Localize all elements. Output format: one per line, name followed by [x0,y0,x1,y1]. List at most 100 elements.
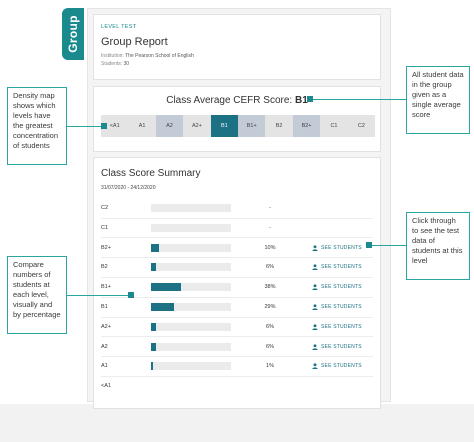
see-students-link[interactable]: SEE STUDENTS [312,302,362,312]
table-row: C1 - [101,220,373,236]
page-title: Group Report [101,36,168,48]
class-average-score: Class Average CEFR Score: B1 [94,95,380,106]
density-cell: B2 [265,115,293,137]
row-level-label: A2+ [101,323,111,330]
average-marker [307,96,313,102]
see-students-label: SEE STUDENTS [321,323,362,330]
row-level-label: A2 [101,343,108,350]
person-icon [312,343,318,350]
table-row: B2 6% SEE STUDENTS [101,259,373,275]
institution-line: Institution: The Pearson School of Engli… [101,53,194,59]
density-strip: <A1 A1 A2 A2+ B1 B1+ B2 B2+ C1 C2 [101,115,376,137]
group-tab[interactable]: Group [62,8,84,60]
level-bar-track [151,263,231,272]
see-students-link[interactable]: SEE STUDENTS [312,322,362,332]
footer-band [0,404,474,442]
summary-title: Class Score Summary [101,168,201,179]
row-percentage: 29% [264,304,276,310]
compare-connector [67,295,131,296]
row-level-label: B2+ [101,244,111,251]
level-bar-track [151,283,231,292]
density-map-card: Class Average CEFR Score: B1 <A1 A1 A2 A2+ B… [93,86,381,152]
see-students-label: SEE STUDENTS [321,343,362,350]
row-divider [101,336,373,338]
level-bar-fill [151,303,175,311]
density-marker [101,123,107,129]
group-tab-label: Group [66,15,80,53]
level-bar-track [151,342,231,351]
click-marker [366,242,372,248]
density-cell: B2+ [292,115,321,137]
level-test-label: LEVEL TEST [101,24,137,30]
level-bar-fill [151,362,153,371]
level-bar-track [151,322,231,331]
see-students-link[interactable]: SEE STUDENTS [312,243,362,253]
see-students-label: SEE STUDENTS [321,363,362,370]
row-percentage: 10% [264,244,276,251]
class-average-label: Class Average CEFR Score: [166,95,293,106]
level-bar-fill [151,283,182,292]
table-row: A2+ 6% SEE STUDENTS [101,319,373,335]
row-percentage: 6% [266,323,274,330]
level-bar-track [151,362,231,371]
click-callout: Click through to see the test data of st… [406,212,470,280]
row-divider [101,356,373,358]
level-bar-fill [151,342,156,351]
density-callout: Density map shows which levels have the … [7,87,67,165]
person-icon [312,304,318,310]
level-bar-fill [151,243,159,252]
row-divider [101,276,373,278]
density-cell: A1 [128,115,156,137]
row-divider [101,217,373,219]
density-cell: B1+ [238,115,266,137]
table-row: A2 6% SEE STUDENTS [101,339,373,355]
density-cell: A2+ [183,115,211,137]
level-bar-track [151,243,231,252]
see-students-link[interactable]: SEE STUDENTS [312,282,362,292]
density-cell: C1 [320,115,348,137]
see-students-link[interactable]: SEE STUDENTS [312,342,362,352]
see-students-label: SEE STUDENTS [321,284,362,291]
row-level-label: A1 [101,363,108,370]
class-average-value: B1 [294,95,308,106]
row-level-label: B1+ [101,284,111,291]
density-cell: B1 [210,115,239,137]
row-percentage: 6% [266,343,274,350]
report-header-card: LEVEL TEST Group Report Institution: The… [93,14,381,80]
institution-value: The Pearson School of English [125,53,194,59]
row-percentage: 38% [264,284,276,291]
person-icon [312,324,318,330]
row-divider [101,237,373,239]
row-level-label: B1 [101,304,108,310]
row-divider [101,375,373,377]
level-bar-fill [151,322,156,331]
row-percentage: 6% [266,264,274,271]
students-line: Students: 30 [101,61,129,67]
students-label: Students: [101,61,123,67]
row-level-label: <A1 [101,383,111,390]
level-bar-track [151,223,231,232]
summary-date-range: 31/07/2020 - 24/12/2020 [101,185,156,191]
score-summary-card: Class Score Summary 31/07/2020 - 24/12/2… [93,157,381,409]
row-divider [101,257,373,259]
see-students-label: SEE STUDENTS [321,304,362,310]
table-row: <A1 [101,378,373,394]
table-row: B2+ 10% SEE STUDENTS [101,240,373,256]
see-students-link[interactable]: SEE STUDENTS [312,262,362,272]
see-students-link[interactable]: SEE STUDENTS [312,361,362,371]
see-students-label: SEE STUDENTS [321,244,362,251]
person-icon [312,363,318,370]
compare-marker [128,292,134,298]
density-connector [67,126,105,127]
table-row: B1 29% SEE STUDENTS [101,299,373,315]
row-divider [101,296,373,298]
table-row: A1 1% SEE STUDENTS [101,358,373,374]
row-level-label: C2 [101,205,109,211]
institution-label: Institution: [101,53,124,59]
row-percentage: - [269,224,271,231]
row-percentage: - [269,205,271,211]
students-value: 30 [123,61,130,67]
level-bar-fill [151,263,156,272]
table-row: C2 - [101,200,373,216]
level-bar-track [151,303,231,311]
